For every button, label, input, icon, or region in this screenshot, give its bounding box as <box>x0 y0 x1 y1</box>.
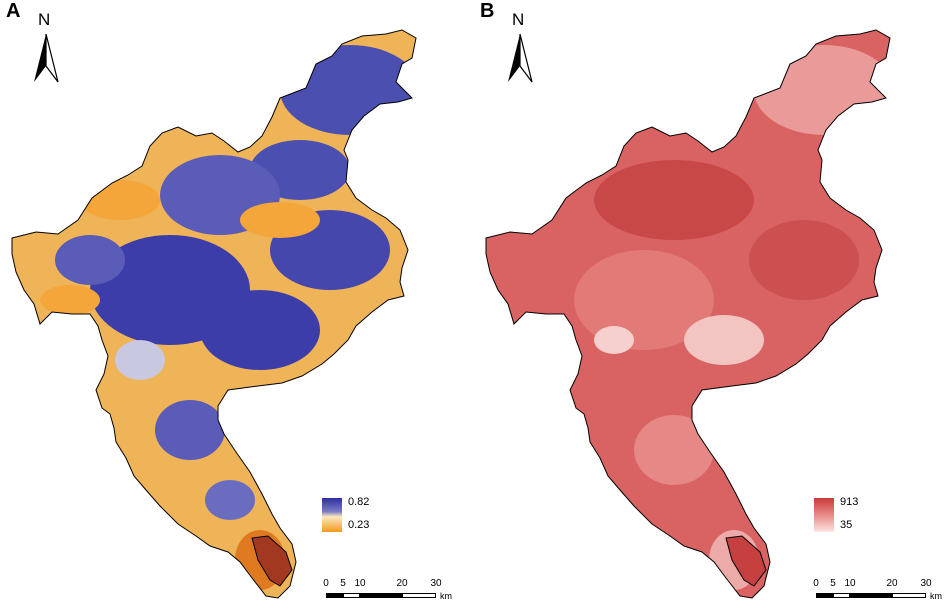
scale-segment <box>833 593 850 598</box>
scale-tick: 5 <box>830 578 836 589</box>
panel-label: A <box>6 0 21 22</box>
legend-gradient <box>322 498 342 532</box>
scale-bar: 0 5 10 20 30 km <box>323 578 464 602</box>
scale-tick: 0 <box>323 578 329 589</box>
scale-tick: 10 <box>844 578 856 589</box>
scale-segment <box>402 593 436 598</box>
scale-bar: 0 5 10 20 30 km <box>813 578 948 602</box>
scale-segment <box>343 593 360 598</box>
legend-min: 35 <box>840 519 853 531</box>
scale-tick: 0 <box>813 578 819 589</box>
scale-segment <box>360 593 402 598</box>
scale-tick: 20 <box>886 578 898 589</box>
legend: 913 35 <box>814 496 914 534</box>
scale-segment <box>816 593 833 598</box>
scale-tick: 30 <box>430 578 442 589</box>
scale-segment <box>892 593 926 598</box>
north-label: N <box>38 10 51 29</box>
north-label: N <box>512 10 525 29</box>
north-arrow-icon: N <box>498 10 542 84</box>
scale-unit: km <box>930 591 942 601</box>
map-panel-b: B N 913 35 0 5 10 20 30 km <box>474 0 948 605</box>
scale-tick: 5 <box>340 578 346 589</box>
north-arrow-icon: N <box>24 10 68 84</box>
scale-tick: 20 <box>396 578 408 589</box>
scale-tick: 10 <box>354 578 366 589</box>
scale-segment <box>850 593 892 598</box>
map-panel-a: A N 0.82 0.23 0 5 10 20 30 km <box>6 0 464 602</box>
panel-label: B <box>480 0 495 22</box>
legend-max: 0.82 <box>348 496 370 508</box>
legend-min: 0.23 <box>348 519 370 531</box>
legend-gradient <box>814 498 834 532</box>
legend-max: 913 <box>840 496 859 508</box>
legend: 0.82 0.23 <box>322 496 422 534</box>
scale-unit: km <box>440 591 452 601</box>
scale-tick: 30 <box>920 578 932 589</box>
ndvi-map <box>11 29 417 599</box>
scale-segment <box>326 593 343 598</box>
